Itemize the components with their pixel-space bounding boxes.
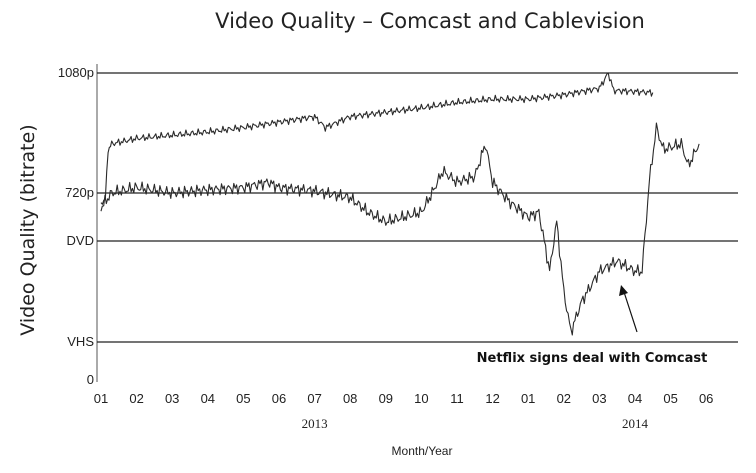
x-tick-label: 02 [557, 391, 571, 406]
x-tick-label: 04 [628, 391, 642, 406]
annotation-arrow [623, 291, 638, 333]
annotation-label: Netflix signs deal with Comcast [477, 351, 708, 366]
year-labels: 2013 2014 [302, 416, 649, 431]
x-axis-label: Month/Year [392, 444, 453, 458]
x-tick-label: 10 [414, 391, 428, 406]
x-tick-label: 08 [343, 391, 357, 406]
annotation-arrowhead [619, 285, 628, 296]
y-tick-label: VHS [67, 334, 94, 349]
y-tick-labels: 0 VHS DVD 720p 1080p [58, 65, 94, 387]
series-line-comcast [100, 122, 700, 336]
y-tick-label: 1080p [58, 65, 94, 80]
x-tick-label: 09 [379, 391, 393, 406]
x-tick-label: 03 [592, 391, 606, 406]
y-tick-label: DVD [67, 233, 94, 248]
x-tick-label: 06 [272, 391, 286, 406]
year-label: 2014 [622, 416, 649, 431]
y-tick-label: 720p [65, 185, 94, 200]
x-tick-label: 07 [307, 391, 321, 406]
x-tick-label: 06 [699, 391, 713, 406]
gridlines [97, 72, 738, 343]
chart-title: Video Quality – Comcast and Cablevision [215, 9, 645, 33]
x-tick-label: 02 [129, 391, 143, 406]
x-tick-label: 01 [521, 391, 535, 406]
x-tick-label: 12 [485, 391, 499, 406]
x-tick-label: 05 [236, 391, 250, 406]
x-tick-label: 05 [663, 391, 677, 406]
y-axis-label: Video Quality (bitrate) [17, 124, 39, 335]
year-label: 2013 [302, 416, 328, 431]
x-tick-label: 01 [94, 391, 108, 406]
x-tick-label: 03 [165, 391, 179, 406]
x-tick-label: 11 [450, 391, 464, 406]
series-lines [100, 72, 700, 336]
x-tick-label: 04 [201, 391, 215, 406]
x-tick-labels: 01 02 03 04 05 06 07 08 09 10 11 12 01 02 03 04 05 06 [94, 391, 714, 406]
series-line-cablevision [100, 72, 654, 205]
y-tick-label: 0 [87, 372, 94, 387]
